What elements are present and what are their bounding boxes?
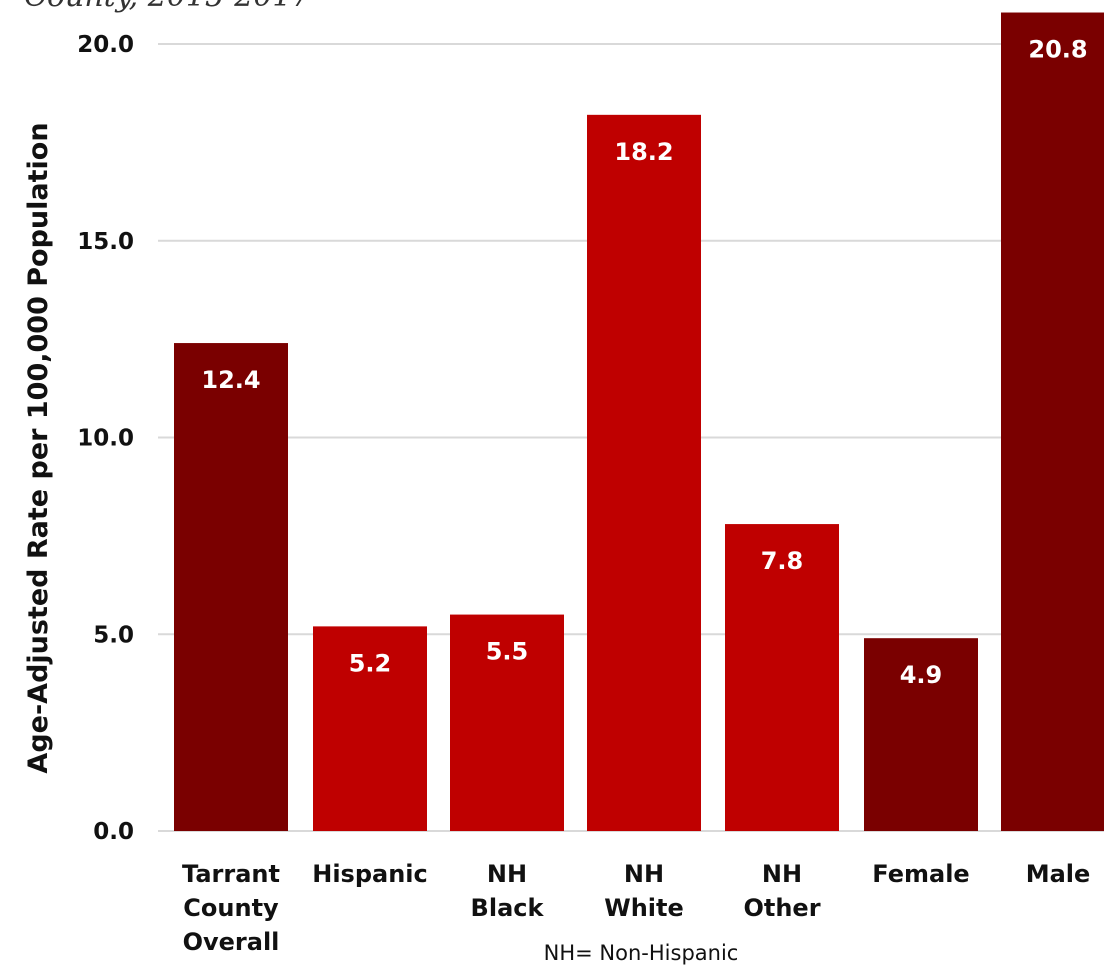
x-tick-label: Hispanic (312, 860, 428, 888)
x-tick-label: NH Other (743, 860, 820, 922)
x-tick-label: NH White (604, 860, 684, 922)
y-tick-label: 10.0 (77, 426, 134, 452)
bars (174, 12, 1104, 831)
bar (864, 638, 978, 831)
data-label: 5.2 (349, 649, 392, 677)
x-tick-label: Male (1026, 860, 1091, 888)
x-tick-label: Tarrant County Overall (182, 860, 280, 956)
bar (313, 626, 427, 831)
y-tick-label: 20.0 (77, 32, 134, 58)
y-tick-label: 5.0 (93, 622, 134, 648)
data-label: 12.4 (201, 366, 260, 394)
bar (587, 114, 701, 831)
y-axis-ticks: 0.0 5.0 10.0 15.0 20.0 (77, 32, 134, 845)
bar (174, 343, 288, 831)
x-tick-label: Female (872, 860, 969, 888)
bar (450, 614, 564, 831)
y-tick-label: 0.0 (93, 819, 134, 845)
data-label: 20.8 (1028, 36, 1087, 64)
footnote: NH= Non-Hispanic (544, 941, 739, 965)
y-axis-label: Age-Adjusted Rate per 100,000 Population (23, 122, 54, 773)
data-label: 18.2 (614, 138, 673, 166)
data-labels: 12.4 5.2 5.5 18.2 7.8 4.9 20.8 (201, 36, 1087, 690)
bar (1001, 12, 1104, 831)
y-tick-label: 15.0 (77, 229, 134, 255)
data-label: 5.5 (486, 638, 529, 666)
x-tick-label: NH Black (471, 860, 545, 922)
x-axis-ticks: Tarrant County Overall Hispanic NH Black NH Whi… (182, 860, 1090, 956)
bar (725, 524, 839, 831)
chart-title: County, 2015-2017 (24, 0, 311, 14)
data-label: 4.9 (900, 661, 943, 689)
data-label: 7.8 (761, 547, 804, 575)
